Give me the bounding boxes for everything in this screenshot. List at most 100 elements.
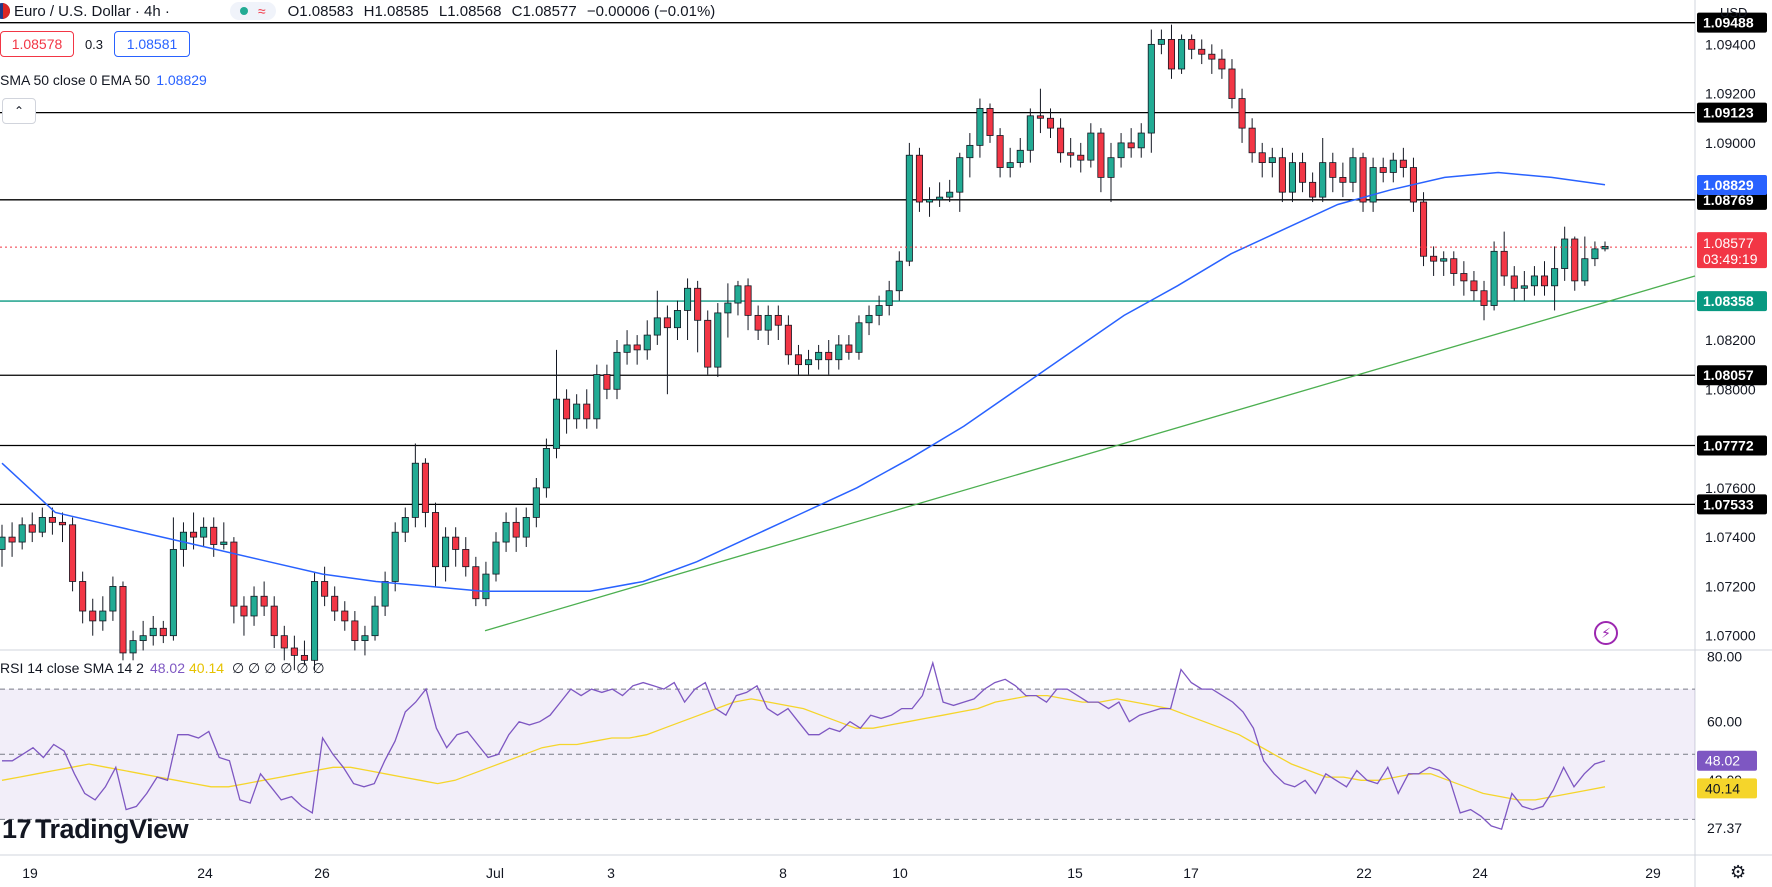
candle-body	[1359, 157, 1367, 203]
rsi-sma-line	[1, 694, 1606, 801]
candle-body	[391, 531, 399, 582]
candle-body	[633, 344, 641, 351]
candle-body	[724, 302, 732, 314]
candle-body	[1278, 157, 1286, 193]
candle-body	[401, 517, 409, 533]
candle-body	[472, 566, 480, 600]
candle-body	[1238, 98, 1246, 129]
candle-body	[895, 260, 903, 292]
candle-body	[1016, 149, 1024, 164]
candle-body	[1268, 157, 1276, 164]
candle-body	[300, 654, 308, 661]
candle-body	[1087, 132, 1095, 161]
candle-body	[321, 581, 329, 597]
candle-body	[169, 549, 177, 637]
candle-body	[542, 448, 550, 489]
candle-body	[99, 610, 107, 622]
candle-body	[825, 351, 833, 361]
time-axis-label: 26	[314, 865, 330, 881]
rsi-legend[interactable]: RSI 14 close SMA 14 2 48.02 40.14 ∅ ∅ ∅ ∅ …	[0, 660, 325, 677]
symbol-header: Euro / U.S. Dollar · 4h · ≈ O1.08583 H1.…	[0, 0, 721, 22]
level-label: 1.07533	[1703, 496, 1754, 512]
candle-body	[1430, 255, 1438, 262]
candle-body	[865, 314, 873, 324]
rsi-empty-values: ∅ ∅ ∅ ∅ ∅ ∅	[231, 660, 325, 676]
candle-body	[341, 610, 349, 622]
rsi-sma-label: 40.14	[1705, 780, 1740, 796]
candle-body	[431, 512, 440, 568]
candle-body	[1520, 285, 1528, 289]
candle-body	[1480, 290, 1488, 306]
candle-body	[1208, 53, 1216, 60]
level-label-bg	[1697, 435, 1767, 456]
candle-body	[1299, 162, 1307, 183]
candle-body	[512, 521, 520, 538]
candle-body	[1399, 159, 1407, 168]
price-tick-label: 1.09000	[1705, 135, 1756, 151]
candle-body	[280, 635, 288, 649]
candle-body	[1077, 154, 1085, 161]
candle-body	[129, 640, 137, 654]
rsi-line	[2, 660, 1606, 831]
currency-selector[interactable]: USD	[1720, 4, 1748, 20]
candle-body	[936, 196, 944, 200]
level-label: 1.07772	[1703, 437, 1754, 453]
candle-body	[956, 157, 964, 193]
symbol-title[interactable]: Euro / U.S. Dollar · 4h ·	[14, 2, 170, 20]
rsi-sma-value: 40.14	[189, 660, 225, 676]
candle-body	[784, 324, 792, 356]
candle-body	[1500, 250, 1508, 277]
candle-body	[593, 374, 601, 420]
market-status[interactable]: ≈	[229, 2, 276, 20]
price-tick-label: 1.07000	[1705, 628, 1756, 644]
candle-body	[754, 314, 762, 331]
candle-body	[925, 199, 934, 203]
candle-body	[442, 536, 450, 568]
candle-body	[1319, 162, 1327, 198]
candle-body	[613, 351, 621, 390]
candle-body	[411, 462, 419, 518]
candle-body	[1288, 162, 1296, 193]
candle-body	[200, 526, 208, 538]
indicator-legend[interactable]: SMA 50 close 0 EMA 50 1.08829	[0, 72, 207, 88]
candle-body	[583, 403, 591, 420]
countdown-label: 03:49:19	[1703, 251, 1758, 267]
rsi-sma-tag	[1697, 778, 1757, 799]
candle-body	[532, 487, 540, 518]
rsi-label: RSI 14 close SMA 14 2	[0, 660, 144, 676]
ema-label: 1.08829	[1703, 177, 1754, 193]
level-label: 1.08358	[1703, 293, 1754, 309]
time-axis-label: 10	[892, 865, 908, 881]
rsi-value: 48.02	[149, 660, 186, 676]
collapse-legend-button[interactable]: ⌃	[2, 98, 36, 124]
buy-price-button[interactable]: 1.08581	[114, 31, 190, 57]
time-axis-label: 24	[197, 865, 213, 881]
candle-body	[1369, 167, 1377, 203]
candle-body	[764, 314, 772, 331]
candle-body	[119, 586, 127, 654]
ema-line	[1, 171, 1606, 593]
candle-body	[774, 314, 782, 326]
candle-body	[1178, 39, 1186, 70]
candle-body	[89, 610, 97, 622]
ohlc-open: O1.08583	[287, 2, 354, 20]
tradingview-logo[interactable]: 17 TradingView	[2, 814, 189, 845]
candle-body	[1258, 152, 1266, 164]
candle-body	[502, 521, 510, 543]
candle-body	[1460, 273, 1468, 282]
ohlc-high: H1.08585	[363, 2, 429, 20]
lightning-icon[interactable]: ⚡	[1594, 621, 1618, 645]
chart-settings-icon[interactable]: ⚙	[1730, 862, 1747, 882]
candle-body	[1067, 152, 1075, 156]
sell-price-button[interactable]: 1.08578	[0, 31, 74, 57]
candle-body	[603, 374, 611, 390]
trendline	[484, 275, 1696, 632]
candle-body	[522, 517, 530, 538]
candle-body	[734, 285, 742, 304]
candle-body	[1198, 48, 1206, 55]
level-label: 1.08769	[1703, 192, 1754, 208]
candle-body	[1157, 39, 1165, 45]
candle-body	[915, 154, 923, 203]
candle-body	[1057, 127, 1065, 154]
